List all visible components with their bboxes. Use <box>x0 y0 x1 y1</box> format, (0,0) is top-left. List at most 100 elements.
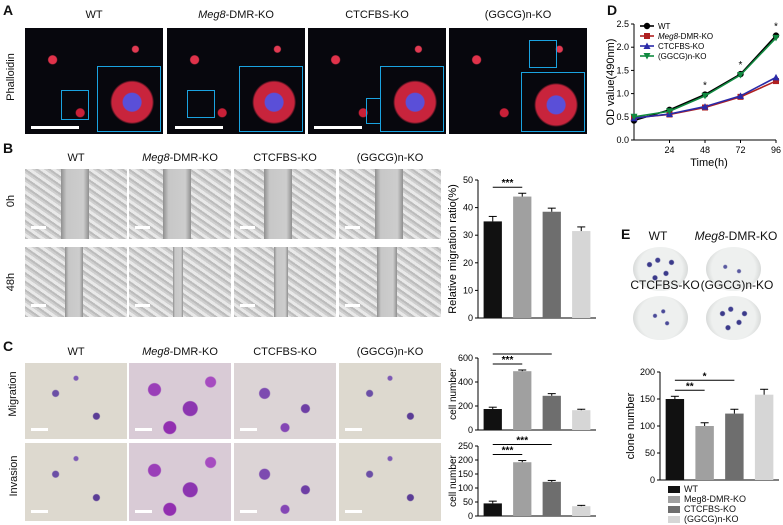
significance-label: * <box>703 371 707 382</box>
b-col-ctcf: CTCFBS-KO <box>253 152 317 164</box>
b-image-wt-0h <box>25 169 127 239</box>
e-label-ctcf: CTCFBS-KO <box>630 278 700 292</box>
y-tick-label: 10 <box>463 285 473 295</box>
zoom-inset <box>521 72 585 132</box>
a-image-ctcf <box>308 28 446 134</box>
bar <box>513 371 532 430</box>
a-image-wt <box>25 28 163 134</box>
scale-bar <box>240 226 255 229</box>
y-tick-label: 150 <box>640 394 655 404</box>
significance-label: *** <box>516 436 528 447</box>
y-tick-label: 50 <box>463 175 473 185</box>
scale-bar <box>240 510 257 513</box>
scale-bar <box>345 428 362 431</box>
a-image-ggcg <box>449 28 587 134</box>
a-col-meg8: Meg8-DMR-KO <box>167 9 305 21</box>
y-tick-label: 0.5 <box>616 112 629 122</box>
scale-bar <box>345 226 360 229</box>
legend-item-ctcf: CTCFBS-KO <box>668 504 736 514</box>
scale-bar <box>240 304 255 307</box>
a-col-wt: WT <box>85 9 103 21</box>
scale-bar <box>31 428 48 431</box>
scale-bar <box>135 304 150 307</box>
y-axis-label: clone number <box>625 392 637 459</box>
meg8-italic: Meg8 <box>198 9 226 21</box>
c-image-ctcf-invasion <box>234 443 336 521</box>
wound-gap <box>163 169 191 239</box>
y-tick-label: 150 <box>458 469 473 479</box>
e-label-meg8: Meg8-DMR-KO <box>692 229 780 243</box>
y-tick-label: 0.0 <box>616 135 629 145</box>
chart-d-growth: 0.0 0.5 1.0 1.5 2.0 2.5 24 48 72 96 Time(h) OD valu… <box>605 19 781 169</box>
significance-label: * <box>739 60 743 71</box>
y-tick-label: 0 <box>650 475 655 484</box>
meg8-italic: Meg8 <box>694 229 725 243</box>
panel-label-a: A <box>3 2 14 18</box>
c-col-ctcf: CTCFBS-KO <box>253 346 317 358</box>
e-dish-wt <box>633 247 688 291</box>
a-row-phalloidin: Phalloidin <box>5 53 17 101</box>
b-image-meg8-48h <box>129 247 231 317</box>
y-tick-label: 20 <box>463 258 473 268</box>
bar <box>542 395 561 430</box>
legend-swatch <box>668 496 680 504</box>
y-tick-label: 200 <box>458 401 473 411</box>
c-row-migration: Migration <box>7 371 19 417</box>
meg8-rest: -DMR-KO <box>169 152 218 164</box>
scale-bar <box>135 428 152 431</box>
y-tick-label: 30 <box>463 230 473 240</box>
legend-label: Meg8-DMR-KO <box>658 32 713 41</box>
legend-label: Meg8-DMR-KO <box>684 494 747 504</box>
panel-label-b: B <box>3 140 14 156</box>
bar <box>572 231 591 318</box>
b-row-48h: 48h <box>5 272 17 292</box>
a-image-meg8 <box>167 28 305 134</box>
c-image-ggcg-invasion <box>339 443 441 521</box>
c-image-meg8-invasion <box>129 443 231 521</box>
c-image-meg8-migration <box>129 363 231 439</box>
legend-label: CTCFBS-KO <box>658 42 704 51</box>
meg8-italic: Meg8 <box>142 346 170 358</box>
wound-gap <box>61 169 89 239</box>
y-tick-label: 250 <box>458 441 473 451</box>
y-axis-label: Relative migration ratio(%) <box>448 184 459 314</box>
data-point <box>666 108 673 115</box>
scale-bar <box>31 126 79 129</box>
x-axis-label: Time(h) <box>690 157 727 169</box>
scale-bar <box>135 226 150 229</box>
c-image-ctcf-migration <box>234 363 336 439</box>
y-tick-label: 40 <box>463 203 473 213</box>
y-tick-label: 50 <box>463 497 473 507</box>
meg8-rest: -DMR-KO <box>169 346 218 358</box>
y-axis-label: cell number <box>448 454 459 506</box>
significance-label: *** <box>502 178 514 189</box>
scale-bar <box>345 304 360 307</box>
data-point <box>644 33 650 39</box>
c-image-wt-migration <box>25 363 127 439</box>
x-tick-label: 96 <box>771 145 781 155</box>
significance-label: * <box>774 22 778 33</box>
b-image-ggcg-48h <box>339 247 441 317</box>
bar <box>665 399 685 480</box>
c-col-wt: WT <box>67 346 85 358</box>
data-point <box>701 92 709 100</box>
y-tick-label: 200 <box>458 455 473 465</box>
data-point <box>772 34 780 42</box>
c-image-wt-invasion <box>25 443 127 521</box>
legend-label: CTCFBS-KO <box>684 504 737 514</box>
bar <box>483 221 502 318</box>
y-tick-label: 400 <box>458 377 473 387</box>
e-dish-ctcf <box>633 296 688 340</box>
y-tick-label: 2.0 <box>616 42 629 52</box>
significance-label: * <box>703 81 707 92</box>
wound-gap <box>65 247 83 317</box>
zoom-box <box>61 90 89 120</box>
data-point <box>772 73 780 81</box>
wound-gap <box>375 169 403 239</box>
c-image-ggcg-migration <box>339 363 441 439</box>
zoom-inset <box>380 66 444 132</box>
wound-gap <box>274 247 288 317</box>
y-axis-label: OD value(490nm) <box>605 39 617 126</box>
a-col-ggcg: (GGCG)n-KO <box>484 9 552 21</box>
